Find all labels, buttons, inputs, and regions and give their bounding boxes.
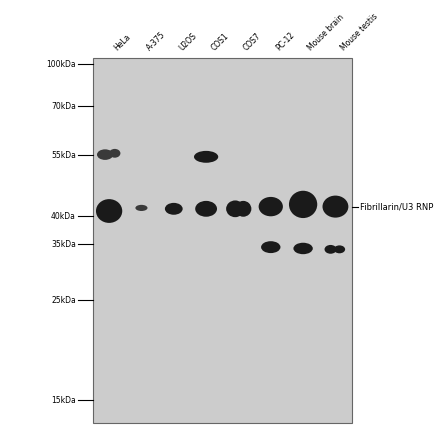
- Text: A-375: A-375: [145, 30, 167, 52]
- Text: COS7: COS7: [242, 31, 263, 52]
- Text: U2OS: U2OS: [177, 31, 198, 52]
- Ellipse shape: [226, 201, 244, 217]
- Ellipse shape: [325, 245, 337, 254]
- Text: 55kDa: 55kDa: [51, 151, 76, 160]
- Ellipse shape: [96, 199, 122, 223]
- Text: 35kDa: 35kDa: [51, 239, 76, 249]
- Ellipse shape: [293, 243, 313, 254]
- Text: 70kDa: 70kDa: [51, 102, 76, 111]
- Text: 100kDa: 100kDa: [46, 60, 76, 69]
- Text: PC-12: PC-12: [274, 30, 296, 52]
- Text: Mouse testis: Mouse testis: [339, 12, 379, 52]
- Text: Fibrillarin/U3 RNP: Fibrillarin/U3 RNP: [359, 202, 433, 211]
- Text: 25kDa: 25kDa: [51, 295, 76, 305]
- Ellipse shape: [194, 151, 218, 163]
- Ellipse shape: [259, 197, 283, 216]
- FancyBboxPatch shape: [93, 58, 352, 423]
- Ellipse shape: [323, 196, 348, 217]
- Ellipse shape: [235, 201, 251, 217]
- Ellipse shape: [289, 191, 317, 218]
- Text: HeLa: HeLa: [112, 32, 132, 52]
- Text: 40kDa: 40kDa: [51, 212, 76, 221]
- Ellipse shape: [334, 245, 345, 253]
- Ellipse shape: [136, 205, 147, 211]
- Ellipse shape: [97, 149, 113, 160]
- Ellipse shape: [165, 203, 183, 215]
- Ellipse shape: [261, 241, 280, 253]
- Ellipse shape: [109, 149, 121, 158]
- Text: 15kDa: 15kDa: [51, 396, 76, 404]
- Text: COS1: COS1: [209, 31, 230, 52]
- Ellipse shape: [195, 201, 217, 217]
- Text: Mouse brain: Mouse brain: [306, 13, 346, 52]
